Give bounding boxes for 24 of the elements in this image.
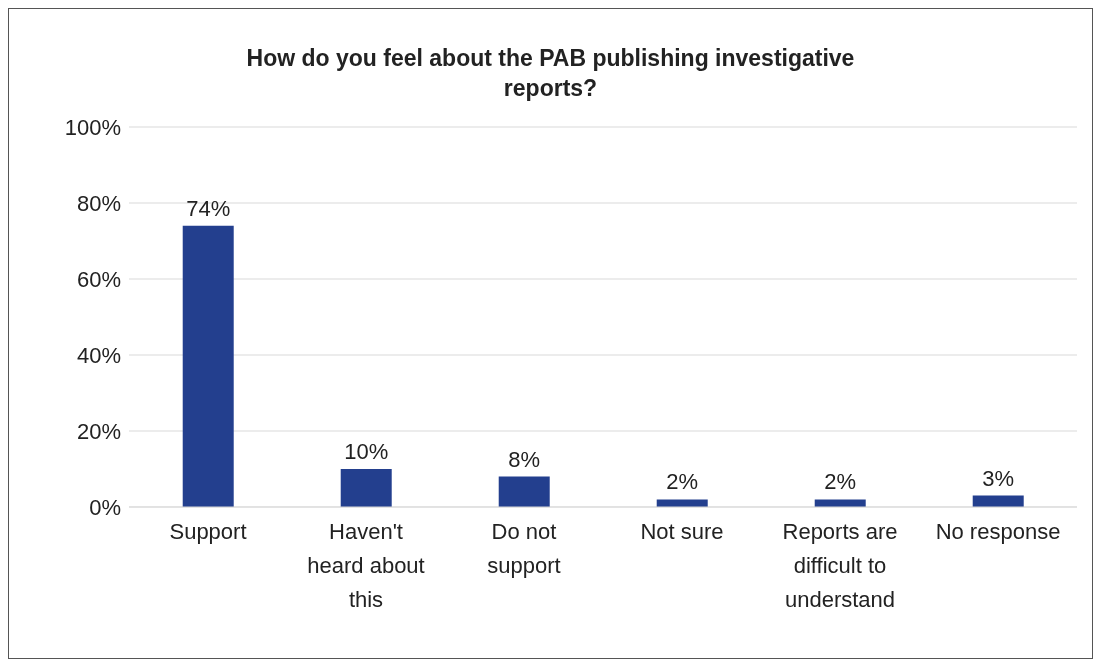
- data-label: 74%: [186, 195, 231, 221]
- x-tick-label: Not sure: [640, 519, 724, 544]
- data-label: 2%: [666, 469, 699, 495]
- y-tick-label: 20%: [76, 418, 121, 444]
- bar: [656, 499, 708, 507]
- y-tick-label: 40%: [76, 342, 121, 368]
- bar: [340, 469, 392, 507]
- x-tick-label: Do not support: [487, 519, 561, 578]
- y-tick-label: 0%: [89, 494, 121, 520]
- x-tick-label: No response: [935, 519, 1061, 544]
- data-label: 3%: [982, 465, 1015, 491]
- bar: [182, 225, 234, 507]
- data-label: 10%: [344, 439, 389, 464]
- y-tick-label: 100%: [64, 114, 121, 140]
- x-tick-label: Reports are difficult to understand: [782, 519, 898, 612]
- chart-title: How do you feel about the PAB publishing investigative reports?: [245, 44, 856, 103]
- data-label: 2%: [824, 469, 857, 495]
- bar: [498, 476, 550, 507]
- data-label: 8%: [508, 446, 541, 472]
- y-tick-label: 80%: [76, 190, 121, 216]
- y-tick-label: 60%: [76, 266, 121, 292]
- x-tick-label: Haven't heard about this: [307, 519, 425, 612]
- x-tick-label: Support: [169, 519, 247, 544]
- bar: [814, 499, 866, 507]
